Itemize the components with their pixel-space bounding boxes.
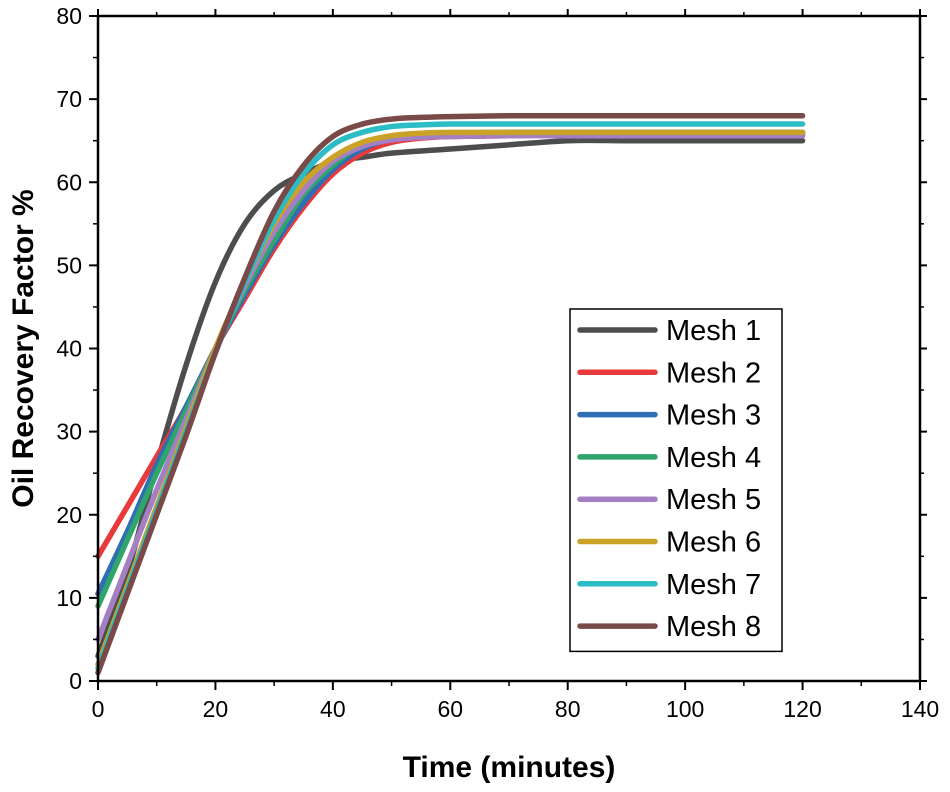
x-tick-label: 120 <box>783 696 821 722</box>
y-tick-label: 10 <box>56 585 82 611</box>
legend-label: Mesh 2 <box>666 357 761 389</box>
legend-item: Mesh 1 <box>577 315 761 347</box>
y-tick-label: 30 <box>56 419 82 445</box>
x-tick-label: 100 <box>666 696 704 722</box>
x-tick-label: 20 <box>203 696 229 722</box>
legend-box <box>569 308 783 653</box>
y-tick-label: 50 <box>56 252 82 278</box>
series-line-mesh-5 <box>95 132 806 643</box>
legend-item: Mesh 3 <box>577 400 761 432</box>
legend-label: Mesh 5 <box>666 484 761 516</box>
x-tick-label: 140 <box>901 696 939 722</box>
series-lines <box>95 112 806 676</box>
legend-label: Mesh 8 <box>666 611 761 643</box>
y-tick-label: 80 <box>56 3 82 29</box>
legend-item: Mesh 8 <box>577 611 761 643</box>
x-tick-label: 40 <box>320 696 346 722</box>
y-tick-label: 20 <box>56 502 82 528</box>
x-tick-label: 0 <box>92 696 105 722</box>
x-tick-label: 60 <box>437 696 463 722</box>
legend-label: Mesh 3 <box>666 400 761 432</box>
legend: Mesh 1 Mesh 2 Mesh 3 Mesh 4 Mesh 5 Mesh 6 Mesh… <box>569 308 783 653</box>
legend-label: Mesh 4 <box>666 442 761 474</box>
y-axis-title: Oil Recovery Factor % <box>7 189 40 507</box>
legend-item: Mesh 2 <box>577 357 761 389</box>
legend-label: Mesh 1 <box>666 315 761 347</box>
axis-ticks: 0 20 40 60 80 100 120 140 0 10 20 30 40 50 60 70 80 <box>56 3 939 722</box>
y-tick-label: 70 <box>56 86 82 112</box>
legend-label: Mesh 7 <box>666 569 761 601</box>
x-tick-label: 80 <box>555 696 581 722</box>
legend-item: Mesh 6 <box>577 527 761 559</box>
series-line-mesh-8 <box>95 112 806 676</box>
y-tick-label: 40 <box>56 336 82 362</box>
y-tick-label: 0 <box>69 668 82 694</box>
legend-item: Mesh 7 <box>577 569 761 601</box>
legend-items: Mesh 1 Mesh 2 Mesh 3 Mesh 4 Mesh 5 Mesh 6 Mesh… <box>577 315 761 643</box>
legend-item: Mesh 4 <box>577 442 761 474</box>
legend-label: Mesh 6 <box>666 527 761 559</box>
x-axis-title: Time (minutes) <box>403 751 616 784</box>
y-tick-label: 60 <box>56 169 82 195</box>
legend-item: Mesh 5 <box>577 484 761 516</box>
